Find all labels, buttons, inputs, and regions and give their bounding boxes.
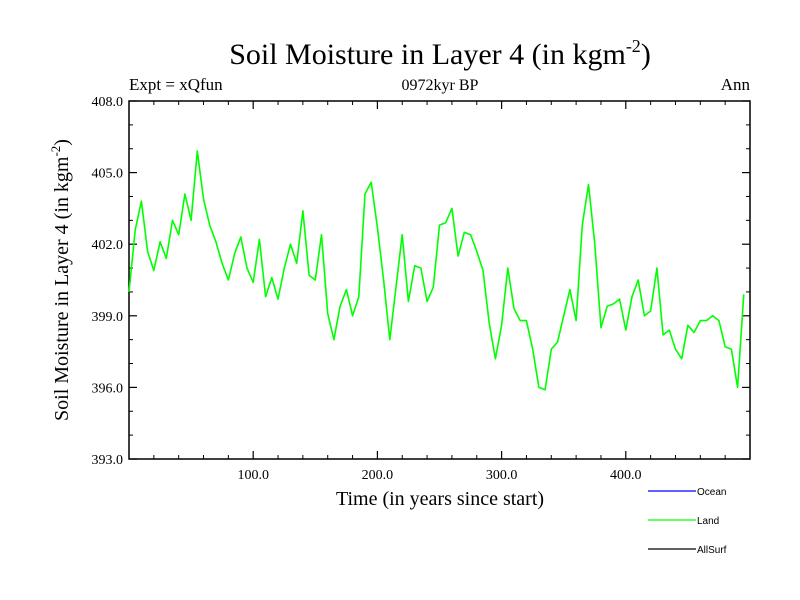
- x-axis: 100.0 200.0 300.0 400.0: [153, 101, 726, 483]
- plot-frame: [128, 100, 751, 460]
- y-tick-label: 408.0: [92, 95, 124, 110]
- y-axis: 393.0 396.0 399.0 402.0 405.0 408.0: [92, 95, 750, 468]
- legend-label-land: Land: [697, 516, 719, 527]
- y-tick-label: 393.0: [92, 453, 124, 468]
- legend: Ocean Land AllSurf: [648, 487, 727, 556]
- series-layer: [128, 150, 745, 391]
- x-tick-label: 300.0: [486, 468, 518, 483]
- x-tick-label: 200.0: [362, 468, 394, 483]
- x-tick-label: 400.0: [610, 468, 642, 483]
- y-tick-label: 402.0: [92, 238, 124, 253]
- y-axis-label: Soil Moisture in Layer 4 (in kgm-2): [48, 139, 73, 421]
- chart-title: Soil Moisture in Layer 4 (in kgm-2): [229, 36, 651, 71]
- legend-label-ocean: Ocean: [697, 487, 726, 498]
- y-tick-label: 399.0: [92, 310, 124, 325]
- x-axis-label: Time (in years since start): [336, 488, 544, 510]
- series-line-land: [128, 150, 745, 391]
- season-label: Ann: [721, 75, 751, 94]
- x-tick-label: 100.0: [237, 468, 269, 483]
- legend-label-allsurf: AllSurf: [697, 545, 727, 556]
- experiment-label: Expt = xQfun: [129, 75, 223, 94]
- chart-subtitle: 0972kyr BP: [402, 77, 479, 94]
- y-tick-label: 396.0: [92, 381, 124, 396]
- y-tick-label: 405.0: [92, 167, 124, 182]
